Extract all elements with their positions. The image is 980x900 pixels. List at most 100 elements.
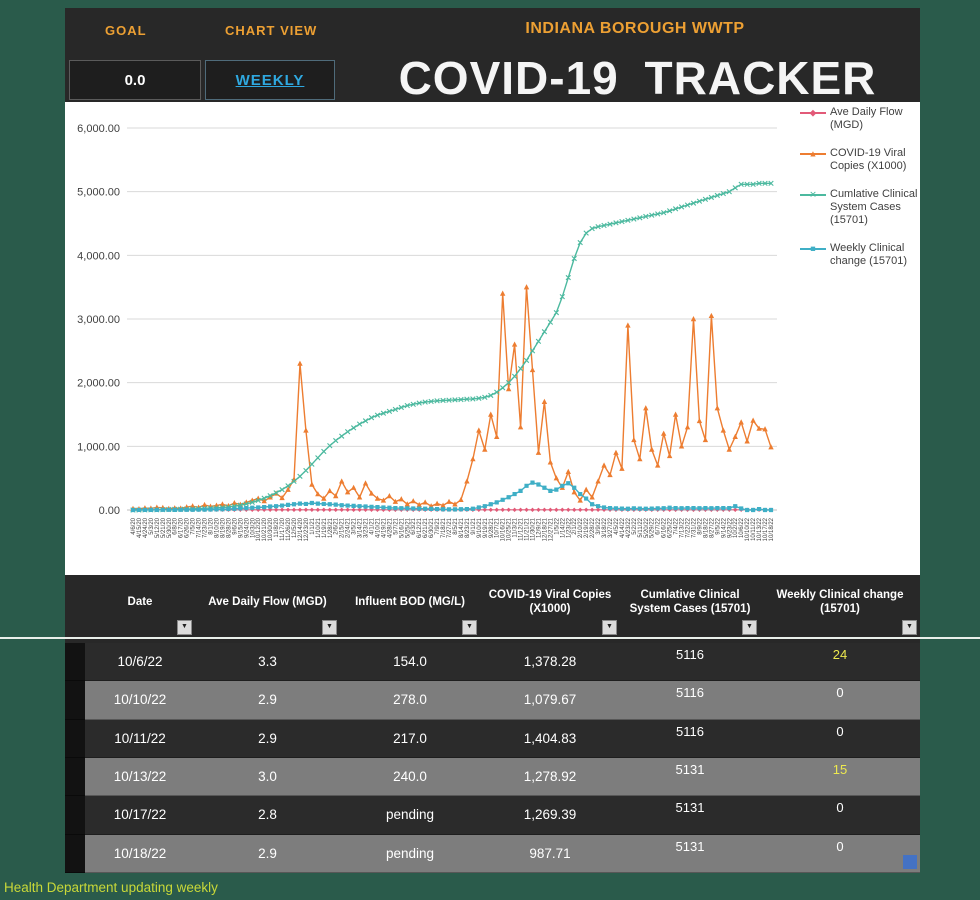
table-row: 10/13/22 3.0 240.0 1,278.92 5131 15: [65, 757, 920, 797]
col-header-flow: Ave Daily Flow (MGD) ▼: [195, 575, 340, 643]
svg-text:7/27/21: 7/27/21: [447, 517, 453, 538]
svg-text:6,000.00: 6,000.00: [77, 123, 120, 135]
svg-text:8/14/21: 8/14/21: [459, 517, 465, 538]
svg-text:7/5/20: 7/5/20: [191, 517, 197, 534]
chart-view-selector[interactable]: WEEKLY: [205, 60, 335, 100]
footer-note: Health Department updating weekly: [4, 880, 218, 895]
weekly-change-cell: 0: [760, 796, 920, 835]
facility-title: INDIANA BOROUGH WWTP: [525, 20, 745, 37]
legend-item-viral-copies: ▲ COVID-19 Viral Copies (X1000): [800, 147, 918, 173]
svg-text:12/27/21: 12/27/21: [548, 517, 554, 541]
dashboard-panel: GOAL CHART VIEW INDIANA BOROUGH WWTP 0.0…: [65, 8, 920, 873]
svg-text:4/23/22: 4/23/22: [626, 517, 632, 538]
flow-cell: 2.9: [195, 681, 340, 720]
svg-text:4,000.00: 4,000.00: [77, 250, 120, 262]
svg-text:8/10/20: 8/10/20: [215, 517, 221, 538]
svg-text:10/21/20: 10/21/20: [262, 517, 268, 541]
col-header-label: Cumlative Clinical System Cases (15701): [629, 589, 751, 615]
svg-text:11/3/21: 11/3/21: [513, 517, 519, 537]
svg-text:10/13/22: 10/13/22: [757, 517, 763, 541]
goal-value-box[interactable]: 0.0: [69, 60, 201, 100]
svg-text:6/3/21: 6/3/21: [411, 517, 417, 534]
date-cell: 10/18/22: [85, 835, 195, 873]
page-title: COVID-19 TRACKER: [398, 52, 877, 104]
svg-text:9/28/21: 9/28/21: [489, 517, 495, 538]
svg-text:1/19/21: 1/19/21: [322, 517, 328, 538]
svg-text:9/19/21: 9/19/21: [483, 517, 489, 538]
svg-text:8/1/20: 8/1/20: [209, 517, 215, 534]
table-row: 10/11/22 2.9 217.0 1,404.83 5116 0: [65, 719, 920, 758]
weekly-change-cell: 24: [760, 643, 920, 682]
filter-dropdown-icon[interactable]: ▼: [602, 620, 617, 635]
filter-dropdown-icon[interactable]: ▼: [902, 620, 917, 635]
svg-text:9/23/22: 9/23/22: [727, 517, 733, 538]
svg-text:11/21/21: 11/21/21: [525, 517, 531, 541]
legend-label: Cumlative Clinical System Cases (15701): [830, 188, 918, 226]
svg-text:2/19/22: 2/19/22: [584, 517, 590, 538]
viral-cell: 1,079.67: [480, 681, 620, 720]
row-strip: [65, 796, 85, 835]
filter-dropdown-icon[interactable]: ▼: [322, 620, 337, 635]
svg-text:7/22/22: 7/22/22: [686, 517, 692, 538]
col-header-viral: COVID-19 Viral Copies (X1000) ▼: [480, 575, 620, 643]
filter-dropdown-icon[interactable]: ▼: [462, 620, 477, 635]
svg-text:6/25/22: 6/25/22: [668, 517, 674, 538]
filter-dropdown-icon[interactable]: ▼: [742, 620, 757, 635]
table-row: 10/17/22 2.8 pending 1,269.39 5131 0: [65, 796, 920, 835]
svg-text:6/30/21: 6/30/21: [429, 517, 435, 538]
svg-text:2/1/22: 2/1/22: [572, 517, 578, 534]
svg-text:5/29/22: 5/29/22: [650, 517, 656, 538]
svg-text:8/9/22: 8/9/22: [697, 517, 703, 534]
svg-text:4/6/20: 4/6/20: [131, 517, 137, 534]
bod-cell: 217.0: [340, 720, 480, 758]
svg-text:3/5/21: 3/5/21: [352, 517, 358, 534]
table-row: 10/18/22 2.9 pending 987.71 5131 0: [65, 834, 920, 873]
svg-text:8/18/22: 8/18/22: [703, 517, 709, 538]
svg-text:8/23/21: 8/23/21: [465, 517, 471, 538]
svg-text:5/16/21: 5/16/21: [399, 517, 405, 538]
svg-text:2/10/22: 2/10/22: [578, 517, 584, 538]
svg-text:7/4/22: 7/4/22: [674, 517, 680, 534]
svg-text:11/26/20: 11/26/20: [286, 517, 292, 541]
viral-cell: 987.71: [480, 835, 620, 873]
legend-item-cumulative-cases: ✕ Cumlative Clinical System Cases (15701…: [800, 188, 918, 227]
viral-cell: 1,269.39: [480, 796, 620, 835]
svg-text:3/9/22: 3/9/22: [596, 517, 602, 534]
bod-cell: pending: [340, 835, 480, 873]
svg-text:9/1/21: 9/1/21: [471, 517, 477, 534]
svg-text:6/12/21: 6/12/21: [417, 517, 423, 538]
svg-text:5/25/21: 5/25/21: [405, 517, 411, 538]
date-cell: 10/6/22: [85, 643, 195, 682]
scrollbar-corner[interactable]: [903, 855, 917, 869]
svg-text:8/28/20: 8/28/20: [226, 517, 232, 538]
svg-text:10/6/22: 10/6/22: [739, 517, 745, 538]
row-strip: [65, 643, 85, 682]
svg-text:7/14/20: 7/14/20: [197, 517, 203, 538]
svg-text:6/7/22: 6/7/22: [656, 517, 662, 534]
svg-text:10/11/22: 10/11/22: [751, 517, 757, 541]
svg-text:5/12/20: 5/12/20: [155, 517, 161, 538]
col-header-label: Date: [127, 596, 153, 608]
svg-text:3/23/21: 3/23/21: [364, 517, 370, 538]
cumulative-cell: 5131: [620, 835, 760, 873]
flow-cell: 3.0: [195, 758, 340, 797]
svg-text:4/28/21: 4/28/21: [387, 517, 393, 538]
svg-text:7/13/22: 7/13/22: [680, 517, 686, 538]
filter-dropdown-icon[interactable]: ▼: [177, 620, 192, 635]
flow-cell: 2.9: [195, 835, 340, 873]
date-cell: 10/10/22: [85, 681, 195, 720]
date-cell: 10/11/22: [85, 720, 195, 758]
svg-text:2,000.00: 2,000.00: [77, 378, 120, 390]
row-header-strip: [65, 575, 85, 643]
col-header-weekly: Weekly Clinical change (15701) ▼: [760, 575, 920, 643]
legend-item-weekly-change: ■ Weekly Clinical change (15701): [800, 242, 918, 268]
flow-series-marker-icon: ◆: [800, 106, 826, 119]
chart-area: 6,000.00 5,000.00 4,000.00 3,000.00 2,000.00…: [65, 102, 920, 575]
cumulative-series-marker-icon: ✕: [800, 188, 826, 201]
pane-divider: [0, 637, 980, 639]
svg-text:5/2/22: 5/2/22: [632, 517, 638, 534]
svg-text:5/21/20: 5/21/20: [161, 517, 167, 538]
svg-text:0.00: 0.00: [99, 505, 120, 517]
bod-cell: pending: [340, 796, 480, 835]
svg-text:12/23/20: 12/23/20: [304, 517, 310, 541]
